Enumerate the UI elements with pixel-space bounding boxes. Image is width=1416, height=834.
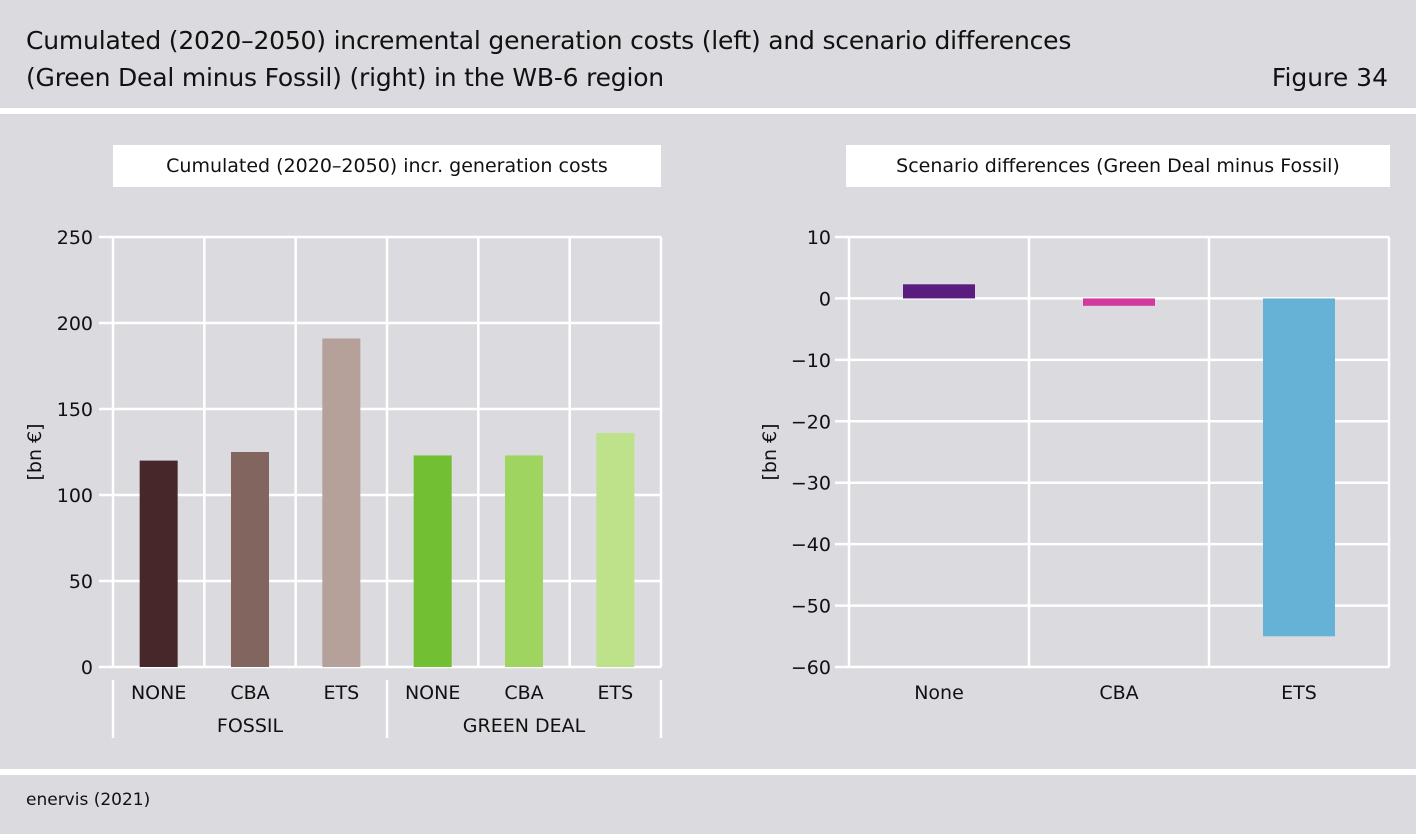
x-tick-label: ETS xyxy=(323,682,359,704)
x-tick-label: ETS xyxy=(1281,682,1317,704)
bar-cba xyxy=(231,452,269,667)
right-bar-chart: 10 0 −10 −20 −30 −40 −50 −60 None CBA ETS [bn €] xyxy=(759,227,1391,704)
bar-none xyxy=(413,455,452,667)
source-note: enervis (2021) xyxy=(26,790,151,810)
figure-title-line-1: Cumulated (2020–2050) incremental genera… xyxy=(26,26,1072,55)
left-bar-chart: 0 50 100 150 200 250 NONE CBA ETS NONE CBA ETS FOSSI… xyxy=(24,227,663,738)
y-tick-label: 50 xyxy=(69,571,93,593)
bar-none xyxy=(139,460,178,667)
y-tick-label: 0 xyxy=(81,657,93,679)
y-tick-label: 250 xyxy=(57,227,93,249)
y-tick-label: −50 xyxy=(791,596,831,618)
left-chart-title: Cumulated (2020–2050) incr. generation c… xyxy=(113,145,661,187)
y-axis-label: [bn €] xyxy=(759,423,781,480)
group-label: FOSSIL xyxy=(217,715,284,737)
figure-number: Figure 34 xyxy=(1271,63,1388,92)
bar-cba xyxy=(1083,298,1155,306)
figure-title-line-2: (Green Deal minus Fossil) (right) in the… xyxy=(26,63,664,92)
bar-cba xyxy=(505,455,543,667)
figure-title: Cumulated (2020–2050) incremental genera… xyxy=(26,22,1071,96)
y-tick-label: 200 xyxy=(57,313,93,335)
y-tick-label: −60 xyxy=(791,657,831,679)
y-tick-label: −20 xyxy=(791,411,831,433)
y-tick-label: 10 xyxy=(807,227,831,249)
x-tick-label: None xyxy=(914,682,964,704)
bar-ets xyxy=(596,433,635,667)
y-tick-label: 0 xyxy=(819,288,831,310)
figure-header: Cumulated (2020–2050) incremental genera… xyxy=(0,0,1416,108)
y-axis-label: [bn €] xyxy=(24,423,46,480)
x-tick-label: NONE xyxy=(405,682,460,704)
bar-ets xyxy=(322,338,361,667)
x-tick-label: CBA xyxy=(504,682,543,704)
y-tick-label: −30 xyxy=(791,473,831,495)
x-tick-label: NONE xyxy=(131,682,186,704)
right-chart-title: Scenario differences (Green Deal minus F… xyxy=(846,145,1390,187)
y-tick-label: −10 xyxy=(791,350,831,372)
y-tick-label: −40 xyxy=(791,534,831,556)
x-tick-label: CBA xyxy=(1099,682,1138,704)
bar-ets xyxy=(1263,298,1335,637)
y-tick-label: 150 xyxy=(57,399,93,421)
header-divider xyxy=(0,108,1416,114)
bar-none xyxy=(903,284,975,299)
y-tick-label: 100 xyxy=(57,485,93,507)
group-label: GREEN DEAL xyxy=(463,715,586,737)
x-tick-label: CBA xyxy=(230,682,269,704)
x-tick-label: ETS xyxy=(597,682,633,704)
footer-divider xyxy=(0,769,1416,775)
